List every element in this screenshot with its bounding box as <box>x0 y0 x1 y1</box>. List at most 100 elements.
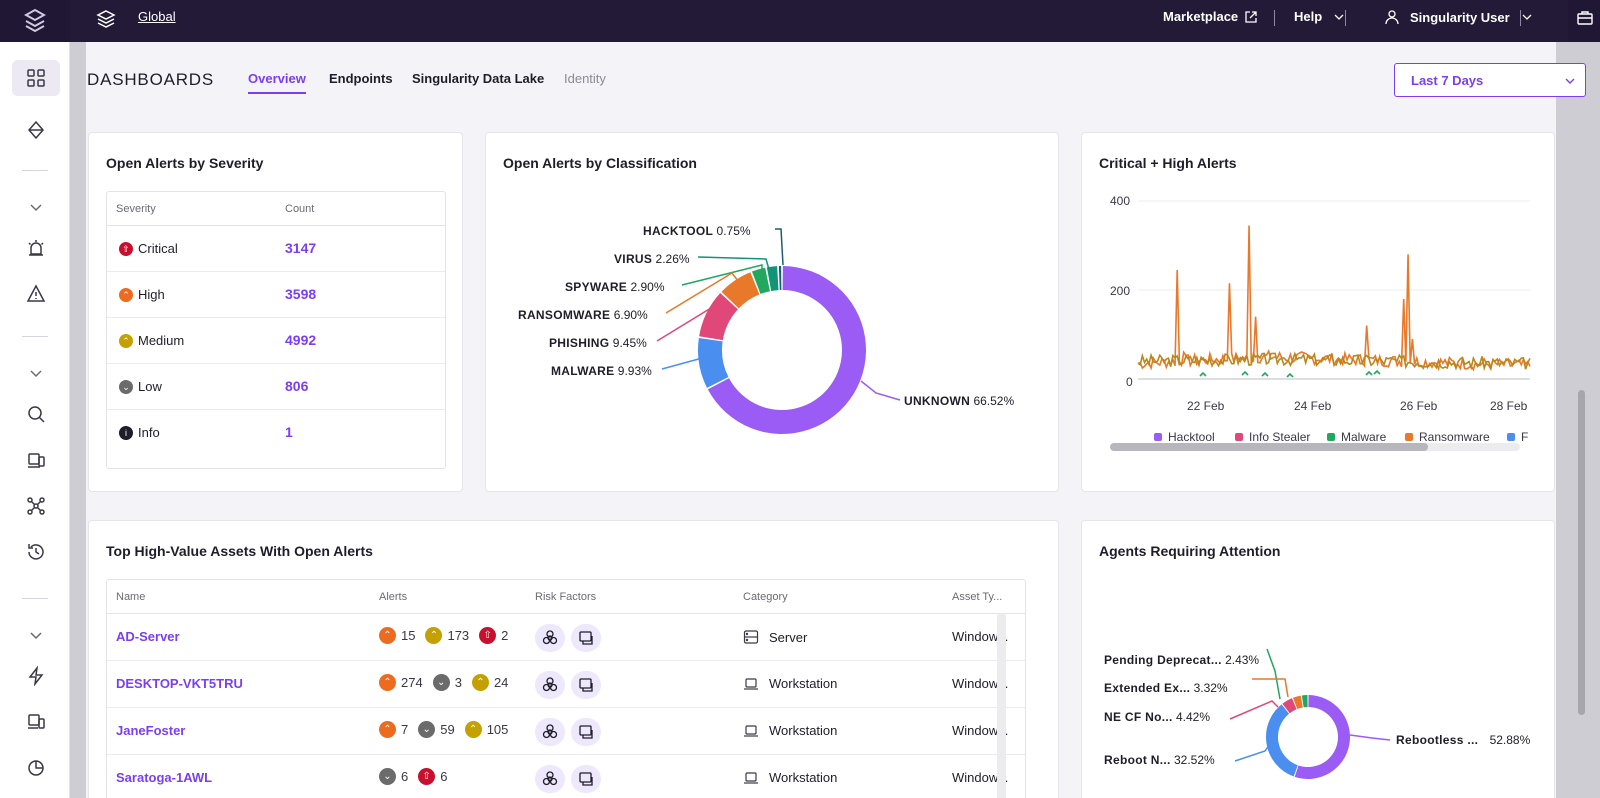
table-row[interactable]: Saratoga-1AWL ⌄ 6 ⇧ 6 Workstation Window... <box>107 755 1025 798</box>
donut-label-phishing: PHISHING 9.45% <box>549 336 647 350</box>
donut-slice[interactable] <box>1282 698 1297 714</box>
series-line[interactable] <box>1137 351 1531 372</box>
medium-alert-count[interactable]: ⌃ 105 <box>464 721 508 738</box>
table-scrollbar[interactable] <box>997 613 1006 798</box>
high-alert-count[interactable]: ⌃ 274 <box>379 674 423 691</box>
table-row[interactable]: AD-Server ⌃ 15 ⌃ 173 ⇧ 2 Server Window... <box>107 614 1025 661</box>
time-range-select[interactable]: Last 7 Days <box>1394 63 1586 97</box>
legend-item-info-stealer[interactable]: Info Stealer <box>1235 430 1310 444</box>
column-header-name[interactable]: Name <box>116 591 146 603</box>
legend-item-ransomware[interactable]: Ransomware <box>1405 430 1490 444</box>
tab-overview[interactable]: Overview <box>248 71 306 94</box>
exposure-icon[interactable] <box>571 718 601 746</box>
donut-slice[interactable] <box>1266 704 1298 777</box>
column-header-risk-factors[interactable]: Risk Factors <box>535 591 597 603</box>
column-header-alerts[interactable]: Alerts <box>379 591 408 603</box>
asset-name-link[interactable]: DESKTOP-VKT5TRU <box>116 676 243 691</box>
donut-slice[interactable] <box>707 266 866 434</box>
severity-count-link[interactable]: 1 <box>285 424 293 440</box>
donut-slice[interactable] <box>1294 695 1350 779</box>
low-alert-count[interactable]: ⌄ 3 <box>432 674 462 691</box>
scope-selector-link[interactable]: Global <box>138 9 176 24</box>
open-alerts-by-severity-card: Open Alerts by Severity Severity Count ⇧… <box>88 132 463 492</box>
tab-singularity-data-lake[interactable]: Singularity Data Lake <box>412 71 545 86</box>
history-nav-icon[interactable] <box>12 534 60 570</box>
donut-slice[interactable] <box>1301 695 1308 708</box>
collapse-chevron-icon[interactable] <box>12 618 60 654</box>
critical-high-line-chart[interactable] <box>1082 133 1556 493</box>
collapse-chevron-icon[interactable] <box>12 190 60 226</box>
help-menu[interactable]: Help <box>1294 9 1344 24</box>
legend-item-malware[interactable]: Malware <box>1327 430 1386 444</box>
high-alert-count[interactable]: ⌃ 15 <box>379 627 415 644</box>
asset-name-link[interactable]: AD-Server <box>116 629 180 644</box>
table-row[interactable]: JaneFoster ⌃ 7 ⌄ 59 ⌃ 105 Workstation Window.… <box>107 708 1025 755</box>
asset-name-link[interactable]: JaneFoster <box>116 723 186 738</box>
series-line[interactable] <box>1137 225 1531 372</box>
exposure-icon[interactable] <box>571 671 601 699</box>
marketplace-link[interactable]: Marketplace <box>1163 9 1258 24</box>
column-header-asset-type[interactable]: Asset Ty... <box>952 591 1003 603</box>
donut-slice[interactable] <box>1293 695 1303 709</box>
donut-slice[interactable] <box>778 266 782 291</box>
classification-donut-chart[interactable] <box>486 133 1060 493</box>
tab-endpoints[interactable]: Endpoints <box>329 71 393 86</box>
biohazard-icon[interactable] <box>535 624 565 652</box>
briefcase-icon[interactable] <box>1576 9 1594 27</box>
agents-donut-chart[interactable] <box>1082 521 1556 798</box>
medium-alert-count[interactable]: ⌃ 24 <box>471 674 508 691</box>
category-label: Workstation <box>769 676 838 691</box>
medium-alert-count[interactable]: ⌃ 173 <box>425 627 469 644</box>
severity-count-link[interactable]: 3598 <box>285 286 317 302</box>
donut-slice[interactable] <box>721 272 760 309</box>
biohazard-icon[interactable] <box>535 671 565 699</box>
low-alert-count[interactable]: ⌄ 6 <box>379 768 408 785</box>
donut-slice[interactable] <box>699 293 738 341</box>
collapse-chevron-icon[interactable] <box>12 356 60 392</box>
reports-pie-nav-icon[interactable] <box>12 750 60 786</box>
alarm-nav-icon[interactable] <box>12 230 60 266</box>
low-alert-count[interactable]: ⌄ 59 <box>418 721 455 738</box>
warning-nav-icon[interactable] <box>12 276 60 312</box>
devices-nav-icon[interactable] <box>12 704 60 740</box>
legend-item-hacktool[interactable]: Hacktool <box>1154 430 1215 444</box>
graph-nav-icon[interactable] <box>12 488 60 524</box>
table-row[interactable]: ⌄ Low 806 <box>107 364 445 410</box>
severity-count-link[interactable]: 3147 <box>285 240 317 256</box>
legend-scrollbar[interactable] <box>1110 443 1520 451</box>
card-title: Top High-Value Assets With Open Alerts <box>106 543 373 559</box>
tab-identity[interactable]: Identity <box>564 71 606 86</box>
column-header-category[interactable]: Category <box>743 591 788 603</box>
critical-alert-count[interactable]: ⇧ 2 <box>479 627 508 644</box>
layers-icon[interactable] <box>96 9 116 34</box>
table-row[interactable]: DESKTOP-VKT5TRU ⌃ 274 ⌄ 3 ⌃ 24 Workstation Wi… <box>107 661 1025 708</box>
purple-ai-nav-icon[interactable] <box>12 112 60 148</box>
legend-item-truncated[interactable]: F <box>1507 430 1528 444</box>
scrollbar-thumb[interactable] <box>1110 443 1428 451</box>
table-row[interactable]: ⌃ Medium 4992 <box>107 318 445 364</box>
singularity-logo-icon[interactable] <box>0 0 70 42</box>
dashboards-nav-icon[interactable] <box>12 60 60 96</box>
table-row[interactable]: ⌃ High 3598 <box>107 272 445 318</box>
endpoints-nav-icon[interactable] <box>12 442 60 478</box>
asset-name-link[interactable]: Saratoga-1AWL <box>116 770 213 785</box>
search-nav-icon[interactable] <box>12 396 60 432</box>
page-scrollbar[interactable] <box>1578 390 1585 715</box>
donut-slice[interactable] <box>751 267 770 294</box>
critical-alert-count[interactable]: ⇧ 6 <box>418 768 447 785</box>
risk-factors <box>535 624 601 652</box>
exposure-icon[interactable] <box>571 765 601 793</box>
severity-count-link[interactable]: 806 <box>285 378 309 394</box>
biohazard-icon[interactable] <box>535 718 565 746</box>
biohazard-icon[interactable] <box>535 765 565 793</box>
rail-divider <box>22 336 48 337</box>
severity-count-link[interactable]: 4992 <box>285 332 317 348</box>
table-row[interactable]: ⇧ Critical 3147 <box>107 226 445 272</box>
donut-slice[interactable] <box>698 337 729 388</box>
high-alert-count[interactable]: ⌃ 7 <box>379 721 408 738</box>
table-row[interactable]: i Info 1 <box>107 410 445 456</box>
risk-factors <box>535 765 601 793</box>
exposure-icon[interactable] <box>571 624 601 652</box>
user-menu[interactable]: Singularity User <box>1384 9 1532 25</box>
lightning-nav-icon[interactable] <box>12 658 60 694</box>
